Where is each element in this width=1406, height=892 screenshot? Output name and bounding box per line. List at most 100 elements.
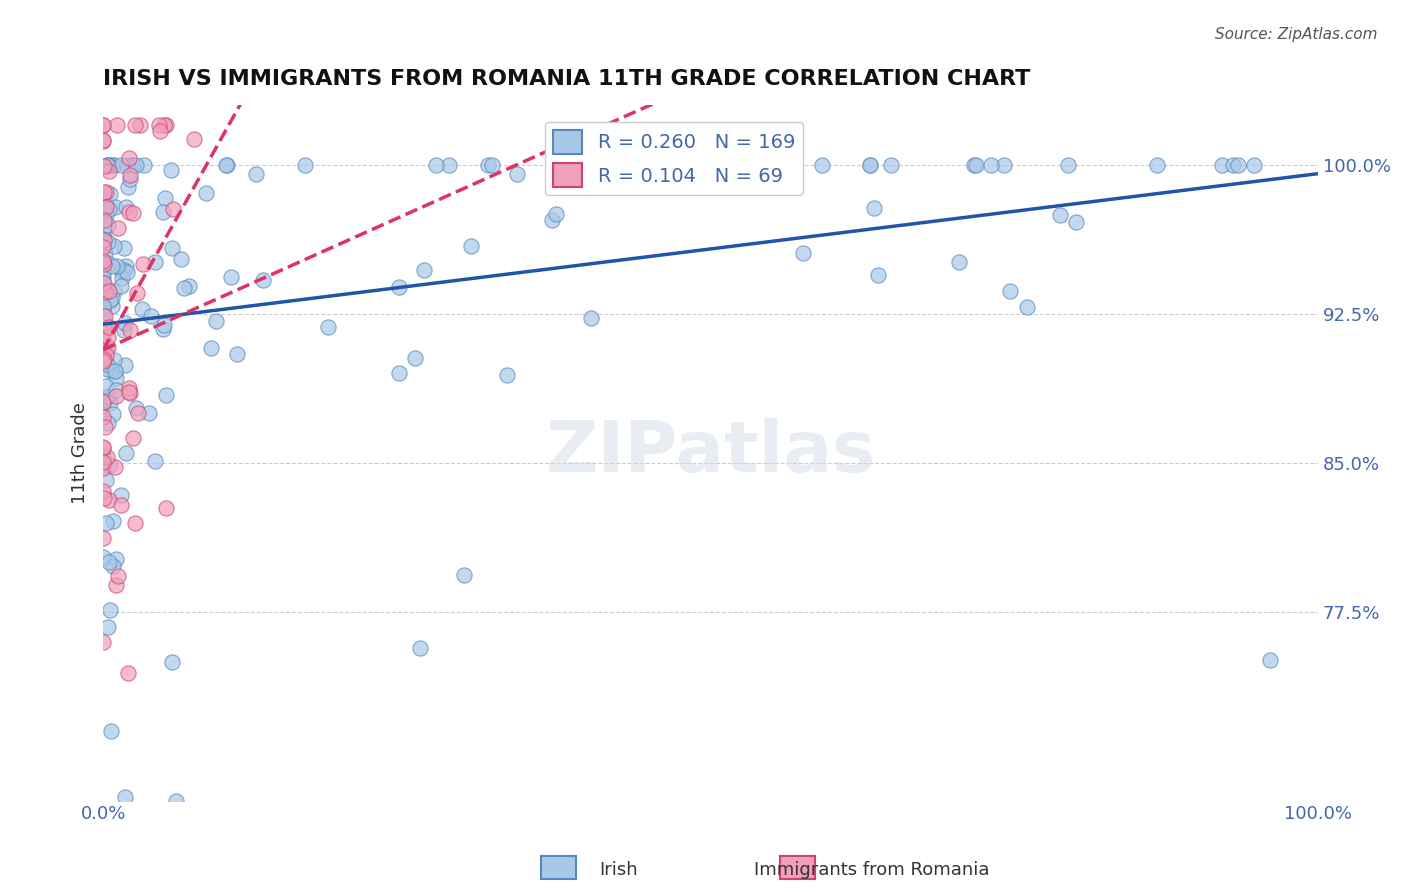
Point	[1222, 158, 1244, 172]
Point	[93, 257, 115, 271]
Point	[94, 233, 117, 247]
Point	[117, 666, 139, 681]
Point	[97, 417, 120, 431]
Point	[965, 158, 987, 172]
Point	[112, 262, 135, 277]
Point	[104, 578, 127, 592]
Point	[93, 233, 115, 247]
Point	[170, 252, 193, 266]
Point	[127, 406, 149, 420]
Point	[96, 158, 118, 172]
Point	[547, 158, 569, 172]
Point	[765, 158, 787, 172]
Point	[1146, 158, 1168, 172]
Point	[409, 640, 432, 655]
Point	[200, 341, 222, 355]
Point	[105, 371, 128, 385]
Point	[714, 158, 737, 172]
Point	[93, 186, 115, 200]
Point	[97, 218, 120, 232]
Point	[105, 552, 128, 566]
Point	[97, 235, 120, 249]
Point	[105, 259, 128, 273]
Point	[114, 359, 136, 373]
Point	[93, 159, 115, 173]
Point	[124, 118, 146, 132]
Point	[963, 158, 986, 172]
Point	[148, 118, 170, 132]
Point	[162, 202, 184, 217]
Point	[97, 202, 120, 216]
Point	[103, 158, 125, 172]
Text: IRISH VS IMMIGRANTS FROM ROMANIA 11TH GRADE CORRELATION CHART: IRISH VS IMMIGRANTS FROM ROMANIA 11TH GR…	[103, 69, 1031, 88]
Point	[110, 158, 132, 172]
Point	[412, 263, 434, 277]
Point	[104, 200, 127, 214]
Point	[553, 158, 575, 172]
Point	[1227, 158, 1250, 172]
Point	[859, 158, 882, 172]
Point	[1260, 652, 1282, 666]
Point	[115, 265, 138, 279]
Point	[103, 459, 125, 474]
Point	[177, 278, 200, 293]
Point	[862, 201, 884, 215]
Point	[581, 311, 603, 326]
Point	[215, 158, 238, 172]
Point	[219, 270, 242, 285]
Point	[101, 407, 124, 421]
Point	[96, 361, 118, 376]
Point	[1211, 158, 1233, 172]
Point	[1000, 284, 1022, 298]
Point	[425, 158, 447, 172]
Point	[93, 320, 115, 334]
Point	[101, 259, 124, 273]
Point	[93, 213, 115, 227]
Point	[1064, 214, 1087, 228]
Point	[101, 299, 124, 313]
Point	[388, 280, 411, 294]
Point	[118, 323, 141, 337]
Point	[131, 301, 153, 316]
Point	[91, 118, 114, 132]
Point	[97, 493, 120, 508]
Point	[91, 343, 114, 358]
Point	[94, 348, 117, 362]
Point	[173, 281, 195, 295]
Point	[93, 190, 115, 204]
Point	[1056, 158, 1078, 172]
Point	[97, 389, 120, 403]
Point	[948, 254, 970, 268]
Point	[98, 158, 121, 172]
Point	[731, 158, 754, 172]
Point	[111, 271, 134, 285]
Point	[107, 221, 129, 235]
Point	[143, 255, 166, 269]
Point	[155, 118, 177, 132]
Point	[437, 158, 460, 172]
Point	[93, 281, 115, 295]
Point	[105, 388, 128, 402]
Point	[122, 431, 145, 445]
Point	[316, 319, 339, 334]
Point	[1243, 158, 1265, 172]
Point	[225, 347, 247, 361]
Point	[96, 158, 118, 172]
Point	[124, 516, 146, 530]
Point	[98, 555, 121, 569]
Point	[404, 351, 426, 366]
Point	[91, 441, 114, 455]
Point	[98, 284, 121, 298]
Point	[96, 390, 118, 404]
Point	[91, 448, 114, 462]
Point	[121, 158, 143, 172]
Point	[91, 134, 114, 148]
Point	[124, 401, 146, 416]
Point	[868, 268, 890, 282]
Point	[91, 234, 114, 248]
Point	[481, 158, 503, 172]
Point	[453, 567, 475, 582]
Point	[149, 124, 172, 138]
Point	[100, 723, 122, 738]
Point	[91, 483, 114, 498]
